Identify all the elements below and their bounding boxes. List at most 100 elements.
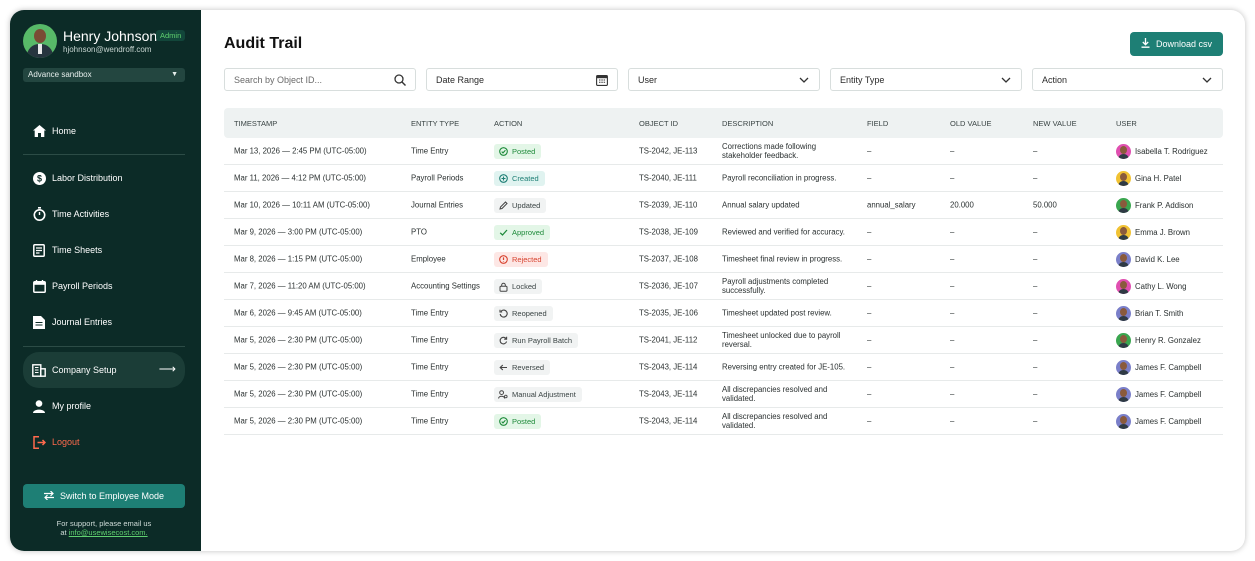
cell-user[interactable]: James F. Campbell [1116, 360, 1201, 375]
cell-user[interactable]: Isabella T. Rodriguez [1116, 144, 1208, 159]
cell-old-value: – [950, 308, 955, 318]
cell-field: – [867, 173, 872, 183]
cell-user[interactable]: James F. Campbell [1116, 414, 1201, 429]
sidebar-item-home[interactable]: Home [23, 119, 185, 143]
cell-old-value: – [950, 335, 955, 345]
avatar [1116, 279, 1131, 294]
calendar-icon [32, 279, 46, 293]
column-header-entity-type[interactable]: ENTITY TYPE [411, 119, 460, 128]
table-row[interactable]: Mar 5, 2026 — 2:30 PM (UTC-05:00) Time En… [224, 354, 1223, 381]
sidebar-item-company-setup[interactable]: Company Setup ⟶ [23, 352, 185, 388]
cell-object-id: TS-2038, JE-109 [639, 227, 698, 237]
cell-timestamp: Mar 6, 2026 — 9:45 AM (UTC-05:00) [234, 308, 362, 318]
action-label: Reversed [512, 363, 545, 372]
user-filter-select[interactable]: User [628, 68, 820, 91]
user-profile[interactable]: Henry Johnson Admin hjohnson@wendroff.co… [23, 24, 188, 60]
action-badge: Updated [494, 198, 547, 213]
document-icon [32, 315, 46, 329]
search-icon[interactable] [393, 73, 407, 87]
column-header-description[interactable]: DESCRIPTION [722, 119, 774, 128]
stopwatch-icon [32, 207, 46, 221]
sidebar-item-logout[interactable]: Logout [23, 430, 185, 454]
cell-field: – [867, 227, 872, 237]
cell-new-value: – [1033, 389, 1038, 399]
cell-user[interactable]: Emma J. Brown [1116, 225, 1190, 240]
action-filter-select[interactable]: Action [1032, 68, 1223, 91]
user-name: Henry R. Gonzalez [1135, 336, 1201, 345]
support-email-link[interactable]: info@usewisecost.com. [68, 528, 148, 537]
calendar-icon[interactable] [595, 73, 609, 87]
table-row[interactable]: Mar 13, 2026 — 2:45 PM (UTC-05:00) Time E… [224, 138, 1223, 165]
support-text: For support, please email us at info@use… [23, 519, 185, 537]
caret-down-icon: ▼ [171, 71, 178, 78]
column-header-user[interactable]: USER [1116, 119, 1137, 128]
column-header-field[interactable]: FIELD [867, 119, 889, 128]
cell-new-value: – [1033, 308, 1038, 318]
column-header-action[interactable]: ACTION [494, 119, 523, 128]
chevron-down-icon [999, 73, 1013, 87]
cell-user[interactable]: Henry R. Gonzalez [1116, 333, 1201, 348]
switch-mode-button[interactable]: Switch to Employee Mode [23, 484, 185, 508]
cell-field: – [867, 389, 872, 399]
profile-name: Henry Johnson [63, 28, 158, 44]
cell-timestamp: Mar 9, 2026 — 3:00 PM (UTC-05:00) [234, 227, 363, 237]
table-row[interactable]: Mar 8, 2026 — 1:15 PM (UTC-05:00) Employe… [224, 246, 1223, 273]
table-row[interactable]: Mar 6, 2026 — 9:45 AM (UTC-05:00) Time En… [224, 300, 1223, 327]
avatar [1116, 333, 1131, 348]
sidebar-item-journal-entries[interactable]: Journal Entries [23, 310, 185, 334]
column-header-old-value[interactable]: OLD VALUE [950, 119, 992, 128]
action-badge: Locked [494, 279, 543, 294]
cell-description: Payroll adjustments completed successful… [722, 277, 829, 295]
cell-object-id: TS-2043, JE-114 [639, 389, 698, 399]
cell-user[interactable]: James F. Campbell [1116, 387, 1201, 402]
search-field[interactable] [224, 68, 416, 91]
search-input[interactable] [234, 74, 384, 85]
user-icon [32, 399, 46, 413]
entity-type-select[interactable]: Entity Type [830, 68, 1022, 91]
action-label: Posted [512, 147, 536, 156]
sidebar-item-label: Time Sheets [52, 245, 103, 255]
cell-user[interactable]: Brian T. Smith [1116, 306, 1183, 321]
cell-user[interactable]: Frank P. Addison [1116, 198, 1193, 213]
cell-user[interactable]: Gina H. Patel [1116, 171, 1181, 186]
table-row[interactable]: Mar 11, 2026 — 4:12 PM (UTC-05:00) Payrol… [224, 165, 1223, 192]
table-row[interactable]: Mar 9, 2026 — 3:00 PM (UTC-05:00) PTO Appr… [224, 219, 1223, 246]
action-badge: Posted [494, 414, 542, 429]
sidebar-item-labor-distribution[interactable]: $ Labor Distribution [23, 166, 185, 190]
sidebar-item-payroll-periods[interactable]: Payroll Periods [23, 274, 185, 298]
sidebar-item-time-sheets[interactable]: Time Sheets [23, 238, 185, 262]
workspace-select[interactable]: Advance sandbox ▼ [23, 68, 185, 82]
sidebar-item-time-activities[interactable]: Time Activities [23, 202, 185, 226]
download-csv-button[interactable]: Download csv [1130, 32, 1223, 56]
user-name: Frank P. Addison [1135, 201, 1194, 210]
column-header-new-value[interactable]: NEW VALUE [1033, 119, 1077, 128]
table-row[interactable]: Mar 5, 2026 — 2:30 PM (UTC-05:00) Time En… [224, 408, 1223, 435]
cell-user[interactable]: Cathy L. Wong [1116, 279, 1186, 294]
cell-object-id: TS-2039, JE-110 [639, 200, 698, 210]
cell-description: Annual salary updated [722, 200, 800, 210]
table-row[interactable]: Mar 10, 2026 — 10:11 AM (UTC-05:00) Journ… [224, 192, 1223, 219]
sidebar: Henry Johnson Admin hjohnson@wendroff.co… [10, 10, 201, 551]
table-row[interactable]: Mar 5, 2026 — 2:30 PM (UTC-05:00) Time En… [224, 381, 1223, 408]
table-row[interactable]: Mar 5, 2026 — 2:30 PM (UTC-05:00) Time En… [224, 327, 1223, 354]
avatar [1116, 171, 1131, 186]
action-badge: Reversed [494, 360, 551, 375]
sidebar-item-my-profile[interactable]: My profile [23, 394, 185, 418]
action-badge: Posted [494, 144, 542, 159]
user-name: James F. Campbell [1135, 417, 1202, 426]
check-icon [498, 228, 508, 238]
column-header-timestamp[interactable]: TIMESTAMP [234, 119, 278, 128]
user-name: Emma J. Brown [1135, 228, 1191, 237]
table-row[interactable]: Mar 7, 2026 — 11:20 AM (UTC-05:00) Accoun… [224, 273, 1223, 300]
cell-description: All discrepancies resolved and validated… [722, 385, 828, 403]
cell-field: – [867, 416, 872, 426]
column-header-object-id[interactable]: OBJECT ID [639, 119, 679, 128]
date-range-picker[interactable]: Date Range [426, 68, 618, 91]
check-circle-icon [498, 147, 508, 157]
refresh-icon [498, 336, 508, 346]
cell-field: annual_salary [867, 200, 916, 210]
cell-object-id: TS-2043, JE-114 [639, 362, 698, 372]
cell-user[interactable]: David K. Lee [1116, 252, 1180, 267]
user-name: James F. Campbell [1135, 363, 1202, 372]
cell-timestamp: Mar 5, 2026 — 2:30 PM (UTC-05:00) [234, 389, 363, 399]
